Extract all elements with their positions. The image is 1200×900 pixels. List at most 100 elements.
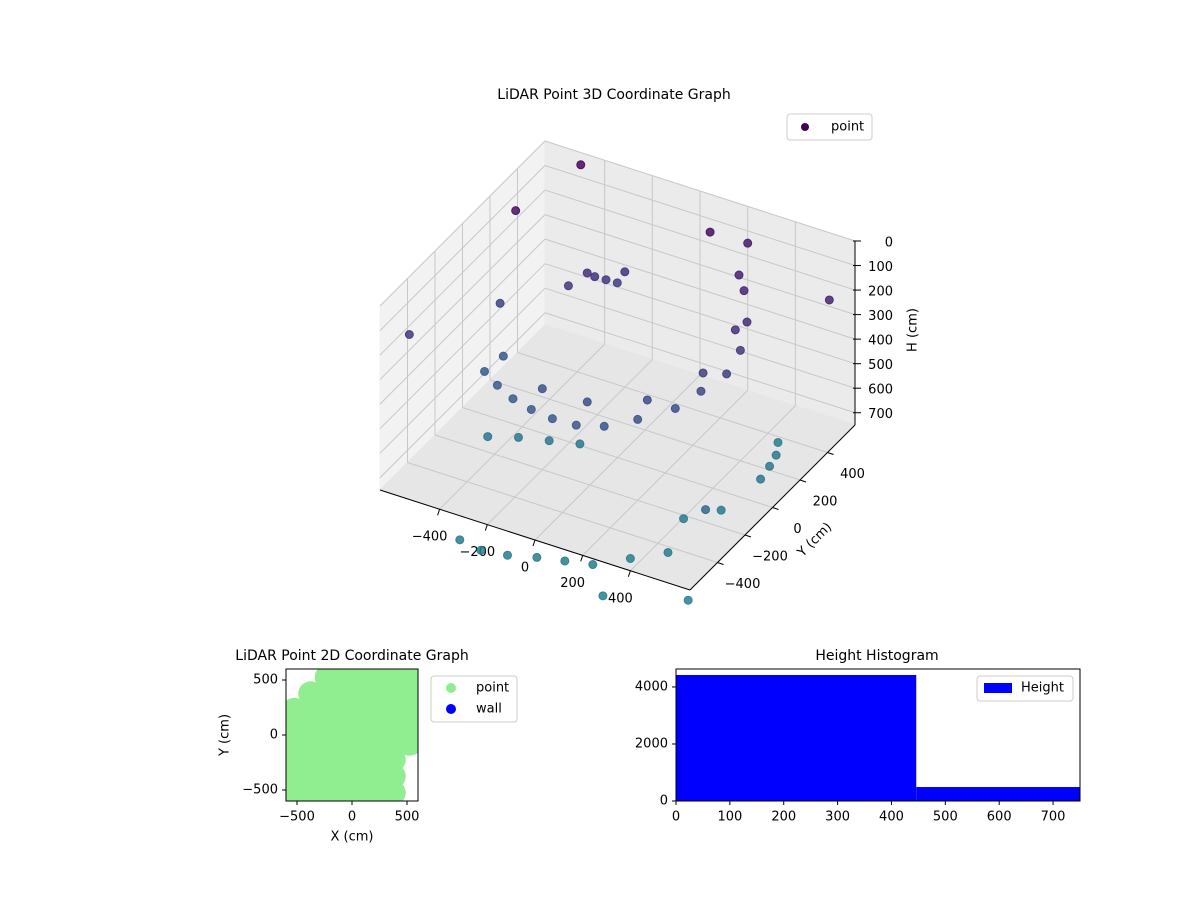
grid-line xyxy=(379,263,546,430)
data-point xyxy=(590,272,600,282)
x-tick-label: 500 xyxy=(933,810,958,825)
tick-mark xyxy=(717,562,724,565)
chart-title: LiDAR Point 2D Coordinate Graph xyxy=(235,648,468,664)
tick-mark xyxy=(772,507,779,510)
legend-label: point xyxy=(831,120,864,135)
data-point xyxy=(526,404,536,414)
legend-marker xyxy=(446,683,456,693)
z-axis-label: H (cm) xyxy=(906,308,921,352)
grid-line xyxy=(544,140,856,242)
grid-line xyxy=(379,287,546,454)
y-tick-label: 400 xyxy=(840,467,865,482)
data-point xyxy=(547,414,557,424)
x-tick-label: 100 xyxy=(717,810,742,825)
data-point xyxy=(598,591,608,601)
data-point xyxy=(575,439,585,449)
x-tick-label: 200 xyxy=(771,810,796,825)
z-tick-label: 600 xyxy=(868,383,893,398)
grid-line xyxy=(407,462,718,563)
data-point xyxy=(544,436,554,446)
x-tick-label: 400 xyxy=(879,810,904,825)
data-point xyxy=(679,514,689,524)
x-tick-label: −400 xyxy=(412,530,448,545)
legend-box xyxy=(430,675,518,723)
data-point xyxy=(716,505,726,515)
histogram-bar xyxy=(916,787,1080,801)
grid-line xyxy=(544,214,856,316)
y-tick-label: 0 xyxy=(660,794,668,809)
data-point xyxy=(633,414,643,424)
data-point xyxy=(397,730,418,756)
data-point xyxy=(739,286,749,296)
y-tick-label: 0 xyxy=(270,728,278,743)
grid-line xyxy=(379,140,546,307)
data-point xyxy=(773,437,783,447)
tick-mark xyxy=(437,509,441,516)
data-point xyxy=(705,227,715,237)
data-point xyxy=(576,160,586,170)
data-point xyxy=(701,505,711,515)
legend-box xyxy=(976,675,1074,702)
legend-marker xyxy=(801,123,809,131)
x-tick-label: 400 xyxy=(608,591,633,606)
data-point xyxy=(380,780,406,801)
z-tick-label: 400 xyxy=(868,334,893,349)
x-tick-label: 300 xyxy=(825,810,850,825)
data-point xyxy=(498,351,508,361)
data-point xyxy=(513,432,523,442)
tick-mark xyxy=(580,555,584,562)
data-point xyxy=(537,384,547,394)
y-tick-label: 4000 xyxy=(635,679,668,694)
data-point xyxy=(508,394,518,404)
data-point xyxy=(612,278,622,288)
x-tick-label: 0 xyxy=(348,810,356,825)
legend-box xyxy=(786,113,873,141)
data-point xyxy=(722,369,732,379)
data-point xyxy=(620,267,630,277)
data-point xyxy=(742,317,752,327)
y-tick-label: 2000 xyxy=(635,736,668,751)
plot-area xyxy=(286,669,418,801)
grid-line xyxy=(544,287,856,389)
data-point xyxy=(511,206,521,216)
data-point xyxy=(599,421,609,431)
data-point xyxy=(735,345,745,355)
grid-line xyxy=(462,407,773,508)
y-tick-label: 0 xyxy=(793,522,801,537)
x-tick-label: 200 xyxy=(560,576,585,591)
data-point xyxy=(455,535,465,545)
grid-line xyxy=(379,165,546,331)
histogram-bar xyxy=(676,674,917,801)
data-point xyxy=(642,395,652,405)
data-point xyxy=(670,403,680,413)
data-point xyxy=(495,298,505,308)
x-tick-label: −500 xyxy=(279,810,315,825)
grid-line xyxy=(379,214,546,380)
tick-mark xyxy=(827,452,834,455)
data-point xyxy=(582,268,592,278)
data-point xyxy=(683,595,693,605)
data-point xyxy=(730,325,740,335)
data-point xyxy=(663,547,673,557)
plot-area xyxy=(404,160,834,605)
data-point xyxy=(824,295,834,305)
tick-mark xyxy=(627,570,631,577)
axis-line xyxy=(689,424,856,591)
tick-mark xyxy=(799,479,807,483)
data-point xyxy=(483,432,493,442)
x-tick-label: 700 xyxy=(1041,810,1066,825)
grid-line xyxy=(544,165,856,267)
z-tick-label: 300 xyxy=(868,309,893,324)
x-tick-label: 500 xyxy=(395,810,420,825)
y-tick-label: −500 xyxy=(242,783,278,798)
data-point xyxy=(601,275,611,285)
data-point xyxy=(532,552,542,562)
data-point xyxy=(503,550,512,560)
grid-line xyxy=(379,189,546,356)
data-point xyxy=(571,420,581,430)
legend-label: point xyxy=(476,681,509,696)
data-point xyxy=(734,270,744,280)
data-point xyxy=(588,560,598,570)
axes-frame xyxy=(675,668,1081,802)
